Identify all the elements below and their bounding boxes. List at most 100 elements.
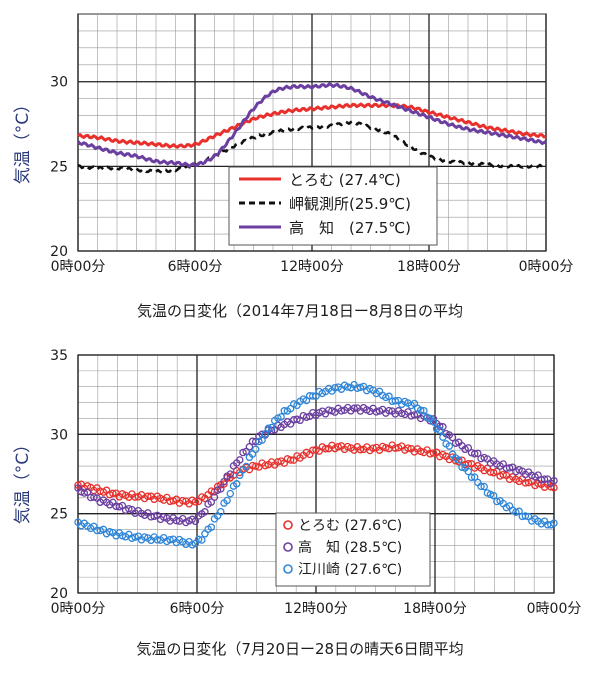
x-tick-label: 12時00分 [284,601,348,617]
data-point [90,493,98,501]
y-ticks-bottom: 20 25 30 35 [50,348,68,602]
legend-bottom: とろむ (27.6℃) 高 知 (28.5℃) 江川崎 (27.6℃) [275,512,431,587]
data-point [226,470,235,478]
x-tick-label: 12時00分 [280,259,344,275]
legend-label: 高 知 (27.5℃) [289,219,411,237]
data-point [404,444,412,452]
data-point [166,535,174,544]
data-point [280,407,289,415]
data-point [547,483,555,491]
y-axis-label-bottom: 気温（°C） [13,436,33,524]
data-point [131,493,139,501]
data-point [277,413,285,421]
data-point [324,406,333,414]
data-point [194,535,203,544]
data-point [80,489,89,497]
data-point [505,464,514,472]
chart-bottom: 20 25 30 35 0時00分 6時00分 12時00分 18時00分 0時00分 気温（… [13,348,581,658]
y-tick-label: 20 [50,244,68,260]
data-point [391,397,400,405]
data-point [191,517,200,526]
y-ticks-top: 20 25 30 [50,75,68,260]
data-point [458,463,466,471]
data-point [489,491,498,500]
y-tick-label: 30 [50,427,68,443]
data-point [302,413,311,421]
data-point [343,383,352,391]
data-point [125,504,133,513]
data-point [239,448,247,457]
x-tick-label: 0時00分 [51,601,106,617]
data-point [436,426,444,435]
data-point [261,430,269,438]
data-point [105,527,114,536]
y-tick-label: 25 [50,507,68,523]
data-point [83,488,92,496]
y-tick-label: 30 [50,75,68,91]
data-point [220,477,228,486]
x-tick-label: 0時00分 [51,259,106,275]
data-point [207,523,216,531]
chart-top: 20 25 30 0時00分 6時00分 12時00分 18時00分 0時00分 気温（°C… [13,13,574,320]
data-point [201,508,209,516]
data-point [236,471,244,480]
data-point [474,449,482,458]
data-point [515,507,523,516]
data-point [470,473,479,481]
data-point [524,478,533,487]
data-point [144,492,152,501]
data-point [217,507,225,516]
x-ticks-top: 0時00分 6時00分 12時00分 18時00分 0時00分 [51,259,574,275]
data-point [217,485,225,493]
x-ticks-bottom: 0時00分 6時00分 12時00分 18時00分 0時00分 [51,601,582,617]
data-point [242,462,250,471]
major-grid-top [77,14,547,252]
data-point [96,526,104,535]
data-point [493,497,501,506]
data-point [191,498,200,506]
data-point [369,444,377,452]
data-point [334,443,342,451]
data-point [159,513,168,521]
data-point [521,512,530,520]
y-tick-label: 20 [50,586,68,602]
x-tick-label: 6時00分 [170,601,225,617]
data-point [210,493,219,501]
data-point [455,456,463,464]
y-tick-label: 35 [50,348,68,364]
chart-title-top: 気温の日変化（2014年7月18日ー8月8日の平均 [137,302,463,320]
legend-swatch [283,520,293,530]
series-line-2 [76,82,547,168]
data-point [337,407,346,415]
data-point [286,456,295,464]
data-point [372,408,381,416]
x-tick-label: 0時00分 [519,259,574,275]
data-point [153,536,162,544]
x-tick-label: 18時00分 [403,601,467,617]
data-point [309,392,317,400]
chart-title-bottom: 気温の日変化（7月20日ー28日の晴天6日間平均 [136,640,463,658]
x-tick-label: 0時00分 [527,601,582,617]
series-layer-bottom [74,380,558,549]
legend-label: 高 知 (28.5℃) [298,539,402,556]
data-point [198,536,206,544]
legend-top: とろむ (27.4℃) 岬観測所(25.9℃) 高 知 (27.5℃) [228,166,438,246]
data-point [445,442,454,450]
legend-swatch [283,564,293,574]
data-point [480,482,488,491]
data-point [109,489,117,498]
data-point [264,424,273,433]
data-point [223,496,231,505]
data-point [550,476,558,485]
data-point [321,444,330,453]
legend-box-bottom [275,512,431,587]
data-point [128,534,136,542]
data-point [350,404,358,413]
data-point [236,456,244,464]
y-tick-label: 25 [50,159,68,175]
legend-label: 岬観測所(25.9℃) [289,195,411,213]
data-point [166,497,174,506]
data-point [470,450,479,458]
series-line-1 [77,119,547,174]
